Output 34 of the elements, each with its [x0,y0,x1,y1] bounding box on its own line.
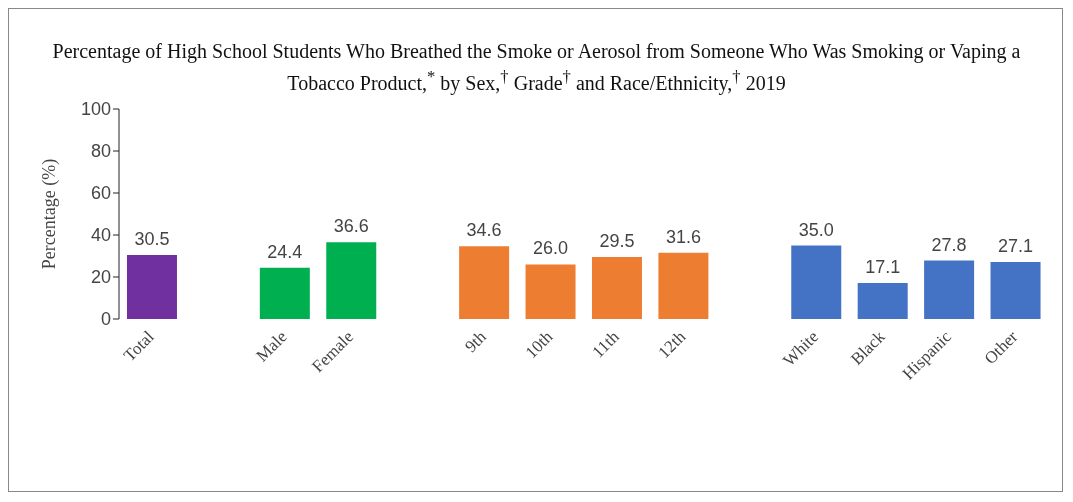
y-tick-label: 0 [100,309,111,330]
data-label: 17.1 [865,257,901,278]
y-tick-label: 100 [80,99,111,120]
x-tick-label: 9th [461,326,491,356]
bar [924,260,975,319]
x-tick-label: 11th [588,326,624,362]
data-label: 29.5 [599,231,635,252]
bar [990,262,1041,319]
bar [658,252,709,319]
data-label: 35.0 [798,219,834,240]
data-label: 34.6 [466,220,502,241]
bar [591,257,642,319]
x-tick-label: 10th [521,326,557,362]
bar [259,267,310,319]
data-label: 27.1 [998,236,1034,257]
y-axis-title: Percentage (%) [39,158,61,270]
y-tick-label: 80 [90,141,111,162]
x-tick-label: 12th [654,326,690,362]
data-label: 24.4 [267,241,303,262]
data-label: 30.5 [134,228,170,249]
data-label: 36.6 [333,216,369,237]
bar [857,283,908,319]
bar [126,254,177,319]
y-tick-label: 40 [90,225,111,246]
y-tick-label: 60 [90,183,111,204]
data-label: 27.8 [931,234,967,255]
chart-title: Percentage of High School Students Who Breathed the Smoke or Aerosol from Someone Who Was Smoking or Vaping a Tobacco Product,$^{*}$ by Sex,$^{†}$ Grade$^{†}$ and Race/Ethnicity,$^{†}$ 2019 [52,40,1021,94]
y-tick-label: 20 [90,267,111,288]
bar [525,264,576,319]
data-label: 26.0 [533,238,569,259]
bar [459,246,510,319]
bar [791,245,842,319]
bar [326,242,377,319]
data-label: 31.6 [665,226,701,247]
